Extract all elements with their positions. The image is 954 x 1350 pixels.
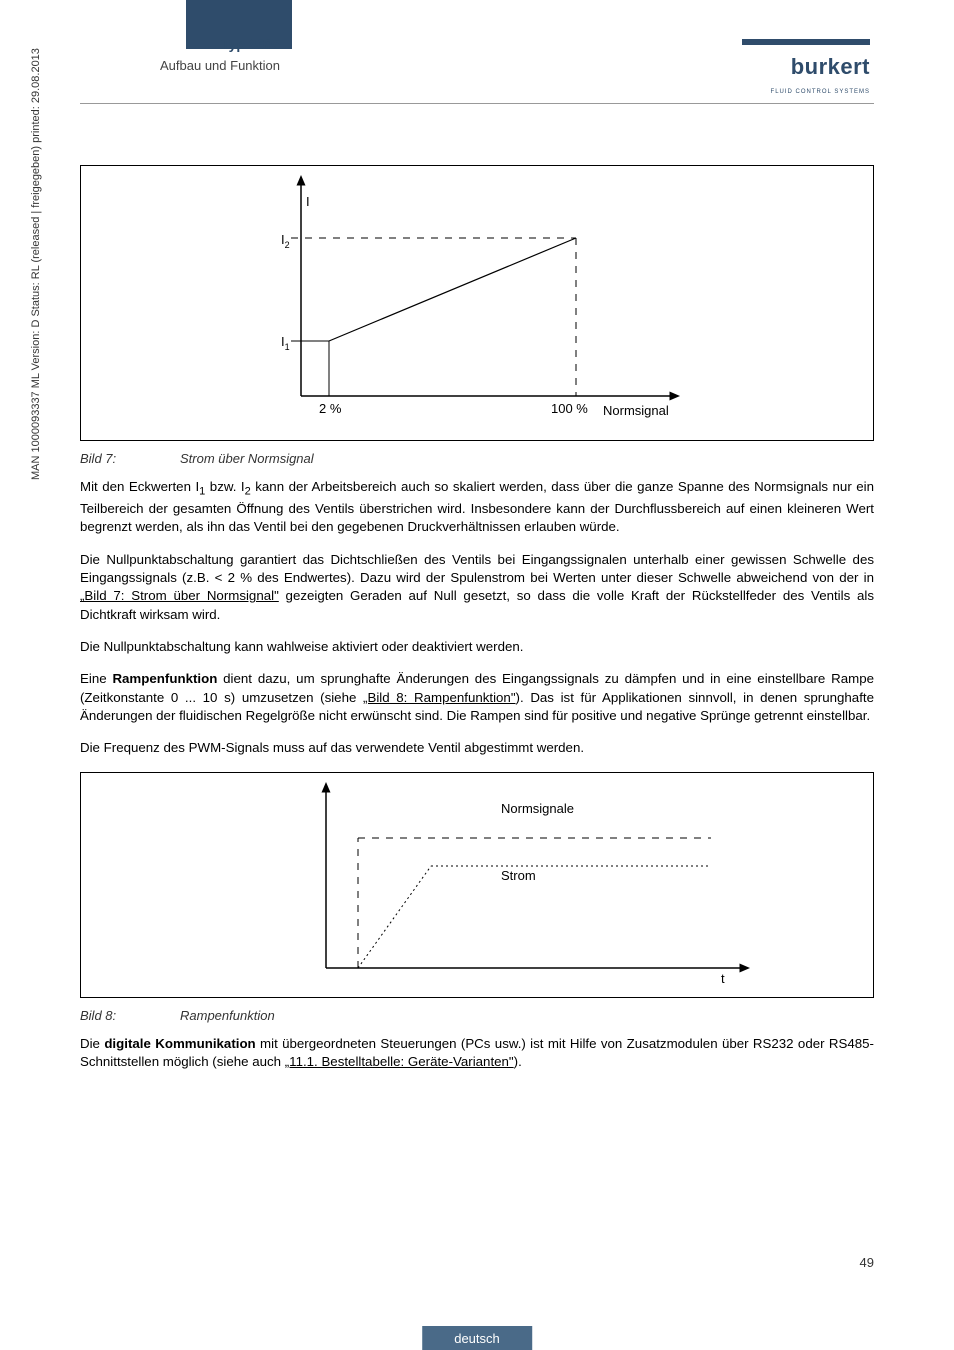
section-name: Aufbau und Funktion — [140, 58, 280, 73]
svg-text:t: t — [721, 971, 725, 986]
logo-sub: FLUID CONTROL SYSTEMS — [771, 89, 870, 95]
paragraph-3: Die Nullpunktabschaltung kann wahlweise … — [80, 638, 874, 656]
language-tab: deutsch — [422, 1326, 532, 1350]
figure-7-caption: Bild 7:Strom über Normsignal — [80, 451, 874, 466]
svg-text:Strom: Strom — [501, 868, 536, 883]
svg-text:100 %: 100 % — [551, 401, 588, 416]
paragraph-4: Eine Rampenfunktion dient dazu, um sprun… — [80, 670, 874, 725]
link-fig7[interactable]: „Bild 7: Strom über Normsignal" — [80, 588, 279, 603]
logo: burkert FLUID CONTROL SYSTEMS — [742, 36, 870, 98]
paragraph-2: Die Nullpunktabschaltung garantiert das … — [80, 551, 874, 624]
figure-7: I I2 I1 2 % 100 % Normsignal — [80, 165, 874, 441]
page-header: Typ 8605 Aufbau und Funktion burkert FLU… — [80, 36, 874, 104]
link-ordertable[interactable]: „11.1. Bestelltabelle: Geräte-Varianten" — [285, 1054, 514, 1069]
paragraph-1: Mit den Eckwerten I1 bzw. I2 kann der Ar… — [80, 478, 874, 537]
svg-text:2 %: 2 % — [319, 401, 342, 416]
page-number: 49 — [860, 1255, 874, 1270]
figure-8: Normsignale Strom t — [80, 772, 874, 998]
header-left: Typ 8605 Aufbau und Funktion — [140, 36, 280, 73]
svg-text:I2: I2 — [281, 232, 290, 250]
svg-text:Normsignal: Normsignal — [603, 403, 669, 418]
svg-text:I: I — [306, 194, 310, 209]
type-number: Typ 8605 — [140, 36, 280, 52]
content: I I2 I1 2 % 100 % Normsignal Bild 7:Stro… — [80, 165, 874, 1085]
paragraph-5: Die Frequenz des PWM-Signals muss auf da… — [80, 739, 874, 757]
svg-text:Normsignale: Normsignale — [501, 801, 574, 816]
svg-text:I1: I1 — [281, 334, 290, 352]
figure-8-caption: Bild 8:Rampenfunktion — [80, 1008, 874, 1023]
logo-text: burkert — [791, 54, 870, 79]
side-meta: MAN 1000093337 ML Version: D Status: RL … — [30, 48, 42, 480]
link-fig8[interactable]: „Bild 8: Rampenfunktion" — [363, 690, 516, 705]
paragraph-6: Die digitale Kommunikation mit übergeord… — [80, 1035, 874, 1072]
